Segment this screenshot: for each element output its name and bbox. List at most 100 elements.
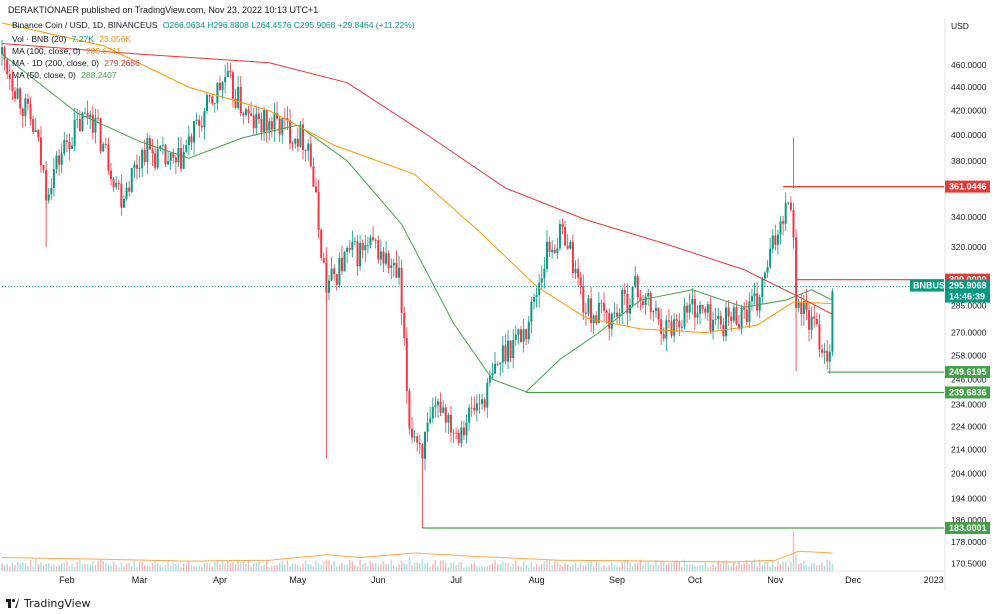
volume-bar: [411, 565, 413, 571]
candle-body: [460, 427, 463, 443]
volume-bar: [639, 559, 642, 571]
volume-bar: [312, 566, 315, 571]
volume-bar: [302, 563, 304, 571]
volume-bar: [278, 562, 281, 571]
indicator-ma50[interactable]: MA (50, close, 0) 288.2407: [12, 70, 120, 80]
candle-body: [522, 329, 525, 342]
candle-body: [737, 324, 740, 329]
volume-bar: [483, 566, 486, 571]
candle-body: [439, 401, 442, 413]
volume-bar: [157, 563, 159, 571]
volume-bar: [803, 561, 805, 571]
candle-body: [42, 164, 45, 171]
indicator-value-2: 23.056K: [99, 34, 131, 44]
volume-bar: [831, 564, 834, 571]
volume-bar: [284, 564, 286, 571]
candle-body: [750, 296, 753, 302]
candle-body: [488, 375, 491, 383]
volume-bar: [598, 562, 600, 571]
candle-body: [231, 72, 234, 99]
volume-bar: [413, 562, 416, 571]
candle-body: [265, 110, 268, 131]
volume-bar: [797, 563, 800, 571]
volume-bar: [190, 565, 193, 571]
indicator-volume[interactable]: Vol · BNB (20) 7.27K 23.056K: [12, 34, 134, 44]
volume-bar: [162, 566, 164, 571]
candle-body: [540, 278, 543, 283]
candle-body: [97, 117, 100, 119]
volume-bar: [805, 565, 808, 571]
candle-body: [302, 124, 305, 151]
candle-body: [532, 297, 535, 302]
volume-bar: [403, 563, 405, 571]
candle-body: [281, 118, 284, 135]
volume-bar: [406, 563, 408, 571]
volume-bar: [603, 565, 605, 571]
volume-bar: [605, 567, 608, 571]
volume-bar: [367, 566, 369, 571]
volume-bar: [533, 567, 535, 571]
volume-bar: [746, 560, 748, 571]
moving-average-line: [1, 53, 833, 393]
candle-body: [392, 262, 395, 266]
y-tick-label: 440.0000: [951, 82, 987, 92]
volume-bar: [561, 566, 564, 571]
candle-body: [660, 319, 663, 335]
volume-bar: [227, 561, 229, 571]
candle-body: [805, 300, 808, 311]
candle-body: [483, 399, 486, 408]
volume-bar: [289, 566, 291, 571]
volume-bar: [330, 564, 333, 571]
candle-body: [211, 96, 214, 104]
candle-body: [564, 226, 567, 246]
candle-body: [348, 247, 351, 250]
volume-bar: [608, 565, 610, 571]
candle-body: [683, 305, 686, 327]
candle-body: [19, 88, 22, 109]
volume-bar: [727, 565, 730, 571]
candle-body: [475, 403, 478, 411]
volume-bar: [359, 559, 361, 571]
candle-body: [675, 319, 678, 321]
volume-bar: [237, 559, 239, 571]
volume-bar: [250, 566, 252, 571]
candle-body: [691, 298, 694, 305]
countdown-value: 14:46:39: [949, 292, 985, 302]
volume-bar: [193, 566, 195, 571]
indicator-ma100[interactable]: MA (100, close, 0) 285.6711: [12, 46, 124, 56]
candle-body: [187, 136, 190, 146]
candle-body: [725, 307, 728, 337]
indicator-ma200[interactable]: MA · 1D (200, close, 0) 279.2686: [12, 58, 143, 68]
candle-body: [398, 267, 401, 278]
candle-body: [452, 432, 455, 434]
tradingview-watermark[interactable]: TradingView: [6, 597, 90, 610]
x-tick-label: Nov: [767, 575, 784, 585]
volume-bar: [40, 561, 42, 571]
volume-bar: [554, 560, 556, 571]
volume-bar: [681, 567, 683, 571]
volume-bar: [818, 564, 821, 571]
volume-bar: [587, 562, 590, 571]
candle-body: [828, 351, 831, 362]
volume-bar: [206, 563, 208, 571]
candle-body: [335, 274, 338, 285]
volume-bar: [73, 567, 76, 571]
y-tick-label: 400.0000: [951, 130, 987, 140]
volume-bar: [211, 566, 213, 571]
volume-bar: [478, 566, 481, 571]
candle-body: [623, 289, 626, 294]
candle-body: [346, 247, 349, 253]
volume-bar: [6, 563, 8, 571]
volume-bar: [753, 559, 756, 571]
volume-bar: [463, 567, 465, 571]
candle-body: [761, 278, 764, 298]
candle-body: [135, 164, 138, 169]
candle-body: [535, 294, 538, 298]
candle-body: [771, 235, 774, 249]
candle-body: [501, 345, 504, 363]
volume-bar: [144, 565, 146, 571]
candle-body: [582, 286, 585, 313]
volume-bar: [125, 563, 128, 571]
